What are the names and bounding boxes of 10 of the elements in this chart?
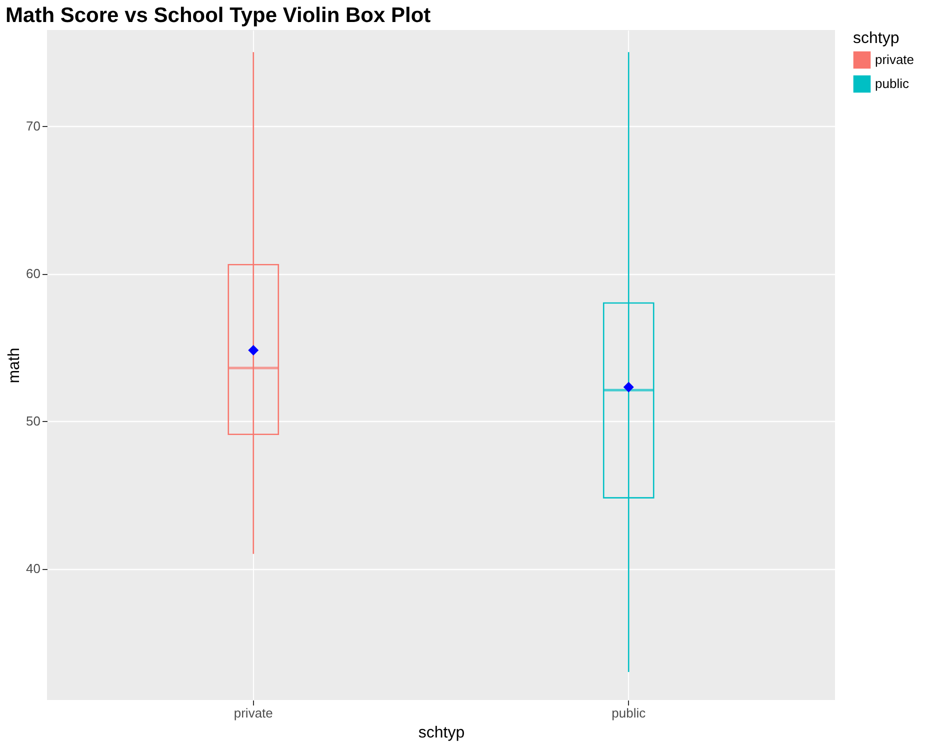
y-tick-label: 40 (26, 561, 40, 576)
y-tick-label: 70 (26, 118, 40, 134)
x-axis-title: schtyp (418, 724, 465, 742)
y-tick-label: 50 (26, 414, 40, 429)
legend-title: schtyp (853, 30, 900, 47)
legend-label: public (875, 76, 910, 91)
chart-title: Math Score vs School Type Violin Box Plot (6, 4, 431, 27)
legend-label: private (875, 52, 914, 67)
y-axis-title: math (6, 348, 24, 384)
y-tick-label: 60 (26, 266, 40, 281)
